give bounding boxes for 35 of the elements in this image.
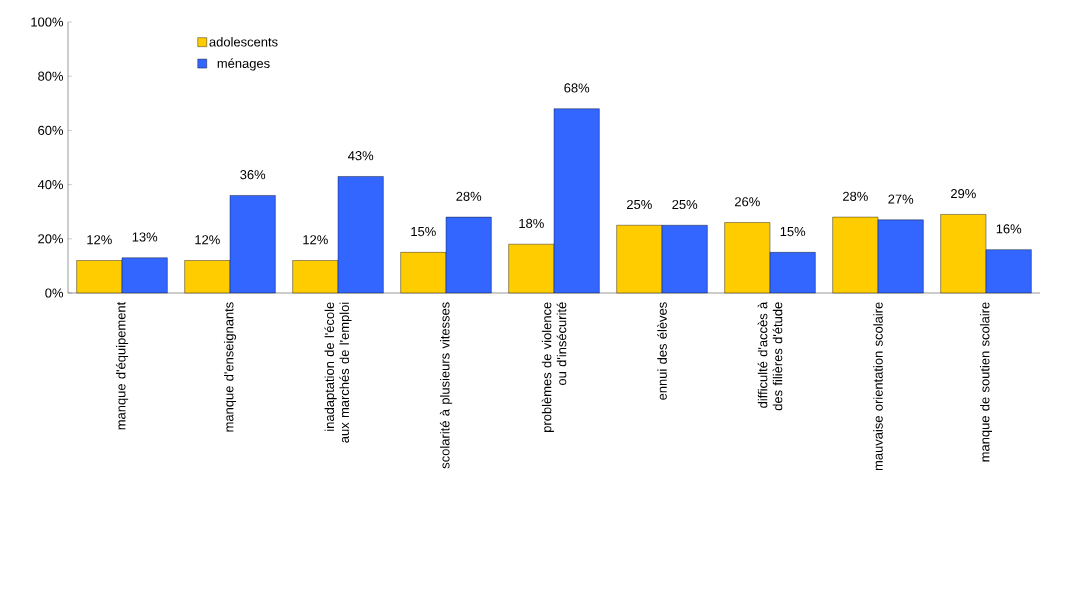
data-label: 12% [195, 235, 220, 245]
data-label: 25% [672, 199, 698, 210]
y-tick-label: 0% [45, 288, 64, 298]
data-label: 36% [240, 170, 266, 180]
data-label: 15% [780, 227, 806, 237]
data-label: 15% [411, 227, 436, 237]
x-tick-label: manque d'enseignants [223, 302, 237, 432]
data-label: 16% [996, 224, 1022, 234]
x-tick-label: manque de soutien scolaire [979, 302, 993, 462]
data-label: 27% [888, 194, 914, 204]
y-tick-label: 40% [37, 180, 64, 190]
data-label: 28% [456, 191, 482, 201]
data-label: 68% [564, 83, 590, 93]
data-label: 12% [303, 235, 328, 245]
data-label: 25% [627, 199, 652, 210]
y-tick-label: 20% [38, 234, 64, 244]
legend-label: ménages [217, 58, 270, 71]
x-tick-label: manque d'équipement [115, 301, 129, 430]
data-label: 26% [735, 197, 760, 207]
data-label: 18% [519, 218, 544, 229]
legend-label: adolescents [209, 37, 278, 47]
data-label: 13% [132, 232, 158, 242]
data-label: 43% [348, 151, 374, 161]
x-tick-label: ennui des élèves [657, 302, 667, 400]
data-label: 28% [843, 191, 868, 201]
x-tick-label: problèmes de violence ou d'insécurité [541, 302, 567, 432]
x-tick-label: mauvaise orientation scolaire [873, 302, 883, 471]
data-label: 29% [951, 189, 976, 199]
y-tick-label: 80% [38, 71, 64, 81]
y-tick-label: 100% [31, 17, 64, 27]
y-tick-label: 60% [38, 125, 64, 135]
data-label: 12% [87, 235, 112, 245]
x-tick-label: difficulté d'accès à des filières d'étude [757, 301, 783, 411]
x-tick-label: inadaptation de l'école aux marchés de l'emploi [324, 302, 352, 443]
x-tick-label: scolarité à plusieurs vitesses [439, 302, 453, 469]
